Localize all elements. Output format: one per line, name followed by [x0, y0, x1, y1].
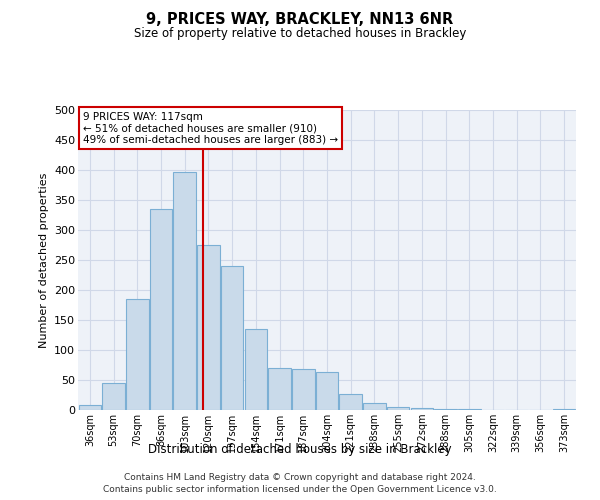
Bar: [363, 403, 386, 410]
Bar: [410, 408, 433, 410]
Bar: [103, 383, 125, 410]
Text: Size of property relative to detached houses in Brackley: Size of property relative to detached ho…: [134, 28, 466, 40]
Bar: [221, 266, 244, 410]
Text: Contains public sector information licensed under the Open Government Licence v3: Contains public sector information licen…: [103, 485, 497, 494]
Bar: [173, 172, 196, 410]
Bar: [268, 368, 291, 410]
Bar: [340, 394, 362, 410]
Text: 9, PRICES WAY, BRACKLEY, NN13 6NR: 9, PRICES WAY, BRACKLEY, NN13 6NR: [146, 12, 454, 28]
Text: 9 PRICES WAY: 117sqm
← 51% of detached houses are smaller (910)
49% of semi-deta: 9 PRICES WAY: 117sqm ← 51% of detached h…: [83, 112, 338, 144]
Y-axis label: Number of detached properties: Number of detached properties: [38, 172, 49, 348]
Bar: [126, 299, 149, 410]
Bar: [79, 405, 101, 410]
Bar: [316, 372, 338, 410]
Bar: [245, 329, 267, 410]
Bar: [434, 409, 457, 410]
Bar: [150, 209, 172, 410]
Text: Distribution of detached houses by size in Brackley: Distribution of detached houses by size …: [148, 442, 452, 456]
Bar: [387, 407, 409, 410]
Bar: [197, 245, 220, 410]
Text: Contains HM Land Registry data © Crown copyright and database right 2024.: Contains HM Land Registry data © Crown c…: [124, 472, 476, 482]
Bar: [292, 369, 314, 410]
